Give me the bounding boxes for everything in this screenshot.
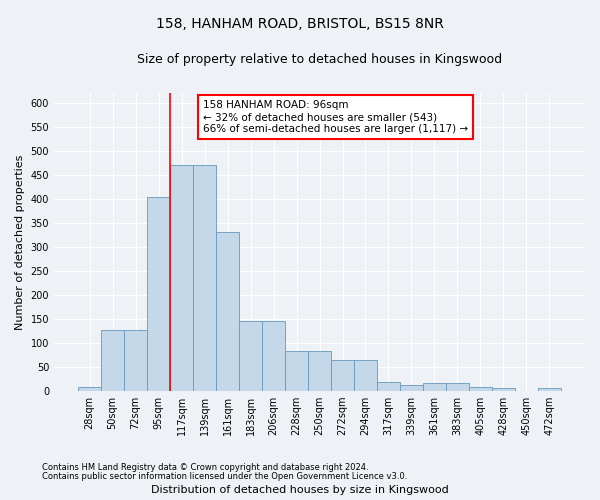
Y-axis label: Number of detached properties: Number of detached properties <box>15 154 25 330</box>
Bar <box>354 360 377 390</box>
Bar <box>239 321 262 390</box>
Bar <box>101 330 124 390</box>
Bar <box>308 351 331 391</box>
Bar <box>469 388 492 390</box>
Bar <box>124 330 147 390</box>
Bar <box>78 387 101 390</box>
Bar <box>170 165 193 390</box>
Bar <box>147 197 170 390</box>
Title: Size of property relative to detached houses in Kingswood: Size of property relative to detached ho… <box>137 52 502 66</box>
Text: Contains public sector information licensed under the Open Government Licence v3: Contains public sector information licen… <box>42 472 407 481</box>
Bar <box>377 382 400 390</box>
Bar <box>216 232 239 390</box>
Text: Distribution of detached houses by size in Kingswood: Distribution of detached houses by size … <box>151 485 449 495</box>
Text: Contains HM Land Registry data © Crown copyright and database right 2024.: Contains HM Land Registry data © Crown c… <box>42 464 368 472</box>
Bar <box>400 385 423 390</box>
Bar <box>423 384 446 390</box>
Bar <box>193 165 216 390</box>
Text: 158, HANHAM ROAD, BRISTOL, BS15 8NR: 158, HANHAM ROAD, BRISTOL, BS15 8NR <box>156 18 444 32</box>
Bar <box>285 351 308 391</box>
Text: 158 HANHAM ROAD: 96sqm
← 32% of detached houses are smaller (543)
66% of semi-de: 158 HANHAM ROAD: 96sqm ← 32% of detached… <box>203 100 468 134</box>
Bar <box>492 388 515 390</box>
Bar <box>446 384 469 390</box>
Bar <box>262 321 285 390</box>
Bar <box>331 360 354 390</box>
Bar <box>538 388 561 390</box>
